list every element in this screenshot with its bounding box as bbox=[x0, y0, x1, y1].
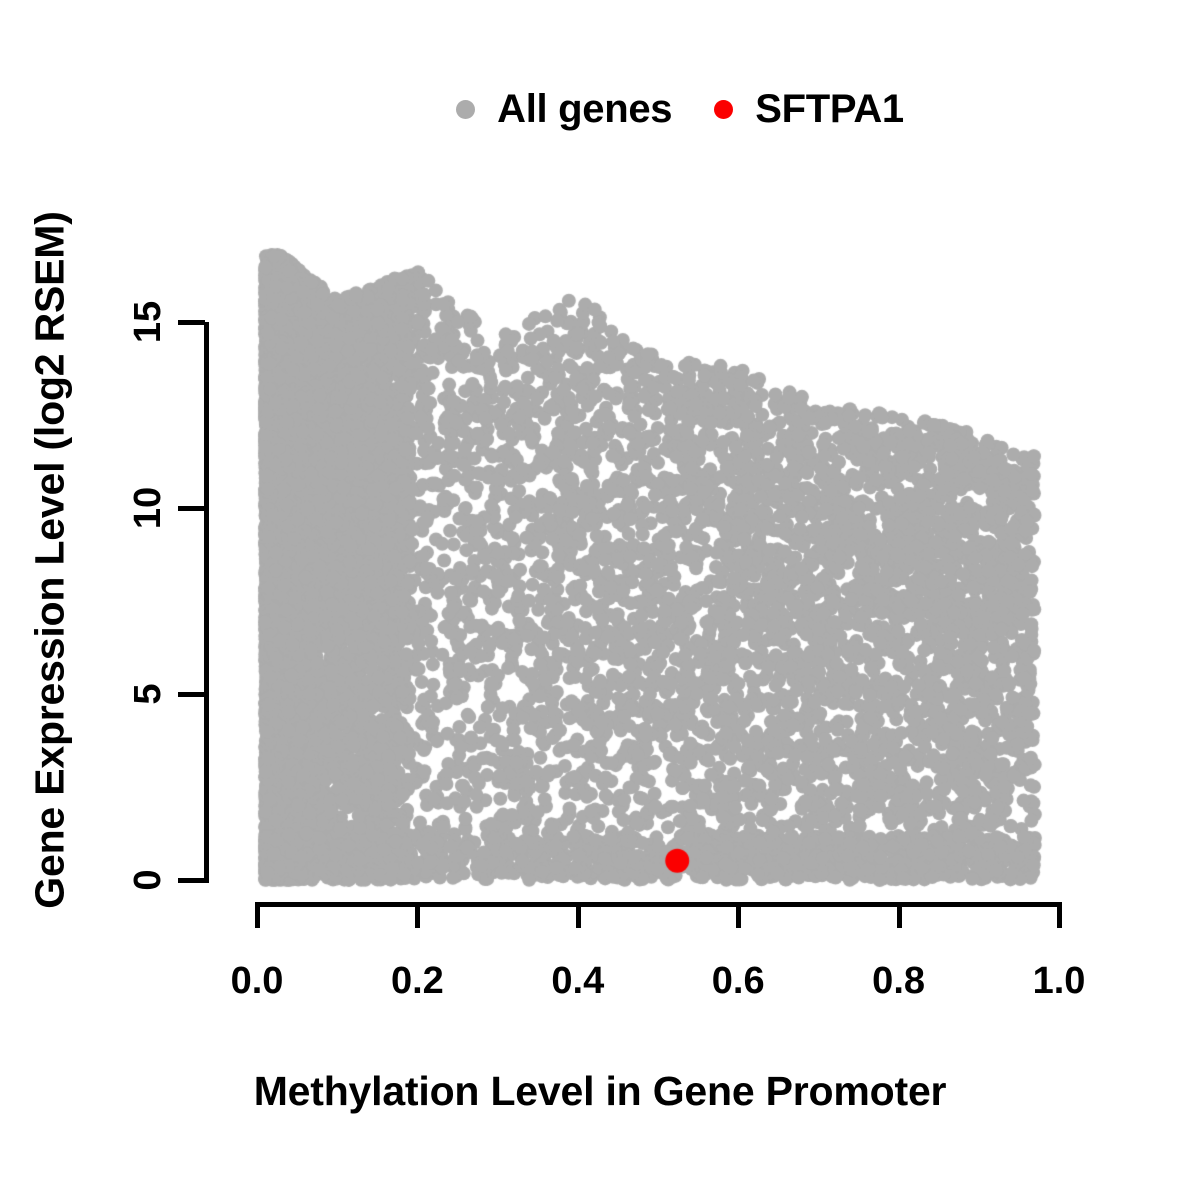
y-axis-tick bbox=[178, 692, 205, 697]
x-axis-tick bbox=[736, 902, 742, 928]
legend-item-all-genes[interactable]: All genes bbox=[456, 87, 673, 131]
y-axis-title: Gene Expression Level (log2 RSEM) bbox=[26, 211, 73, 909]
x-axis-tick bbox=[255, 902, 260, 928]
x-axis-tick bbox=[896, 902, 902, 928]
red-dot-icon bbox=[714, 99, 734, 119]
y-axis-tick-label: 5 bbox=[127, 683, 169, 705]
legend-label-sftpa1: SFTPA1 bbox=[755, 87, 904, 131]
y-axis-tick bbox=[178, 506, 205, 511]
x-axis-tick-label: 0.8 bbox=[872, 960, 926, 1002]
x-axis-tick-label: 0.0 bbox=[230, 960, 284, 1002]
x-axis-title: Methylation Level in Gene Promoter bbox=[253, 1068, 947, 1114]
gray-dot-icon bbox=[456, 99, 476, 119]
scatter-points-canvas bbox=[255, 236, 1061, 890]
x-axis-tick-label: 0.2 bbox=[390, 960, 444, 1002]
y-axis-tick-label: 15 bbox=[127, 300, 169, 344]
x-axis-tick bbox=[415, 902, 421, 928]
legend-item-sftpa1[interactable]: SFTPA1 bbox=[714, 89, 904, 129]
chart-legend: All genes SFTPA1 bbox=[400, 78, 960, 140]
y-axis-line bbox=[204, 322, 209, 883]
x-axis-tick-label: 0.6 bbox=[711, 960, 765, 1002]
x-axis-tick-label: 0.4 bbox=[551, 960, 605, 1002]
x-axis-line bbox=[257, 902, 1059, 907]
y-axis-tick bbox=[178, 320, 205, 325]
y-axis-tick-label: 0 bbox=[127, 869, 169, 891]
x-axis-tick bbox=[575, 902, 581, 928]
y-axis-tick bbox=[178, 878, 205, 883]
legend-label-all-genes: All genes bbox=[497, 87, 673, 131]
x-axis-tick-label: 1.0 bbox=[1032, 960, 1086, 1002]
plot-data-area bbox=[255, 236, 1061, 890]
y-axis-tick-label: 10 bbox=[127, 486, 169, 530]
x-axis-tick bbox=[1057, 902, 1062, 928]
